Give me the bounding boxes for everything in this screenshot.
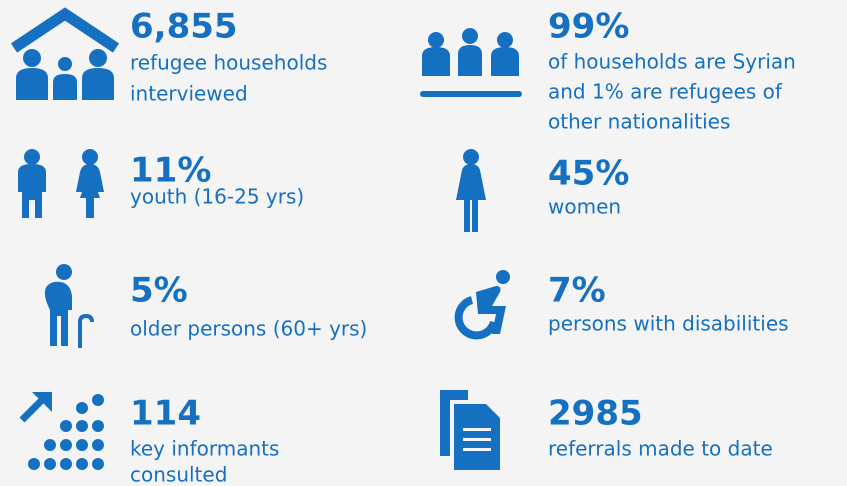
family-icon [16, 49, 114, 100]
stat-value: 7% [548, 271, 606, 311]
stat-description: other nationalities [548, 110, 730, 134]
stat-description: referrals made to date [548, 437, 773, 461]
stat-value: 45% [548, 154, 629, 194]
icons [10, 7, 522, 470]
stat-description: and 1% are refugees of [548, 80, 783, 104]
youth-icon [18, 149, 104, 218]
documents-icon [440, 390, 500, 470]
stat-description: consulted [130, 463, 227, 486]
elder-icon [44, 264, 94, 348]
stat-description: older persons (60+ yrs) [130, 317, 367, 341]
stat-description: women [548, 195, 621, 219]
stat-value: 2985 [548, 394, 643, 434]
stat-description: interviewed [130, 82, 248, 106]
group-icon [420, 28, 522, 97]
stat-description: key informants [130, 437, 279, 461]
stat-value: 5% [130, 271, 188, 311]
stat-description: youth (16-25 yrs) [130, 185, 304, 209]
stat-value: 11% [130, 151, 211, 191]
informants-icon [19, 392, 104, 470]
woman-icon [456, 149, 486, 232]
wheelchair-icon [454, 270, 510, 340]
roof-icon [10, 7, 120, 53]
stat-description: persons with disabilities [548, 312, 789, 336]
stat-value: 114 [130, 394, 201, 434]
stat-value: 6,855 [130, 7, 238, 47]
stat-value: 99% [548, 7, 629, 47]
stat-description: refugee households [130, 51, 327, 75]
stat-description: of households are Syrian [548, 50, 796, 74]
